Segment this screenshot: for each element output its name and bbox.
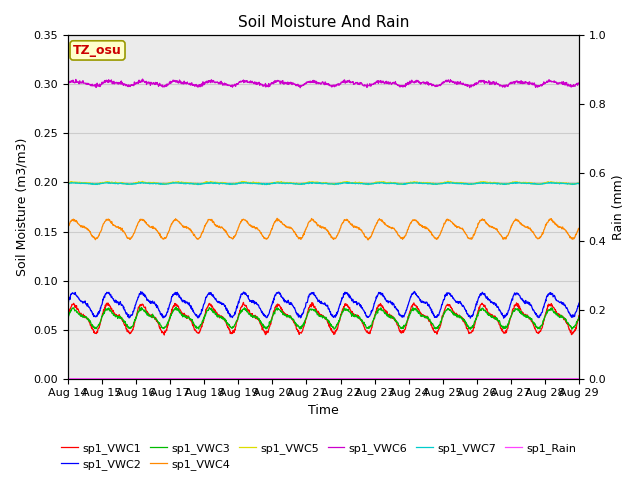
sp1_VWC2	[410, 288, 418, 294]
sp1_Rain	[165, 376, 173, 382]
sp1_VWC5	[178, 179, 186, 185]
sp1_VWC1	[166, 317, 173, 323]
sp1_VWC1	[403, 319, 411, 325]
sp1_VWC4	[575, 226, 583, 231]
sp1_VWC5	[575, 180, 583, 186]
sp1_VWC4	[273, 216, 281, 221]
sp1_VWC1	[239, 300, 247, 305]
Line: sp1_VWC6: sp1_VWC6	[68, 79, 579, 88]
sp1_VWC2	[575, 300, 583, 306]
Line: sp1_VWC5: sp1_VWC5	[68, 181, 579, 185]
sp1_VWC5	[403, 180, 411, 186]
sp1_VWC6	[575, 80, 583, 86]
sp1_VWC6	[166, 80, 173, 85]
sp1_VWC6	[178, 81, 186, 87]
sp1_VWC1	[236, 311, 243, 317]
sp1_VWC6	[139, 76, 147, 82]
Text: TZ_osu: TZ_osu	[73, 44, 122, 57]
sp1_VWC3	[165, 316, 173, 322]
sp1_VWC1	[161, 332, 168, 338]
sp1_Rain	[403, 376, 410, 382]
sp1_VWC1	[64, 312, 72, 318]
sp1_VWC5	[235, 180, 243, 185]
sp1_VWC7	[194, 182, 202, 188]
sp1_VWC5	[444, 179, 452, 184]
sp1_VWC6	[296, 85, 304, 91]
sp1_VWC3	[403, 319, 411, 325]
sp1_VWC1	[470, 325, 477, 331]
Y-axis label: Rain (mm): Rain (mm)	[612, 174, 625, 240]
sp1_VWC6	[64, 80, 72, 86]
sp1_Rain	[64, 376, 72, 382]
sp1_Rain	[515, 376, 522, 382]
sp1_VWC7	[470, 181, 477, 187]
sp1_VWC2	[178, 296, 186, 302]
sp1_VWC7	[64, 180, 72, 186]
sp1_VWC5	[470, 181, 477, 187]
sp1_VWC4	[364, 237, 372, 243]
sp1_VWC3	[515, 308, 523, 313]
sp1_VWC4	[235, 224, 243, 230]
sp1_VWC6	[403, 82, 411, 87]
sp1_VWC5	[515, 180, 523, 185]
sp1_VWC7	[403, 181, 411, 187]
sp1_VWC3	[470, 321, 477, 327]
sp1_VWC2	[64, 300, 72, 306]
sp1_VWC6	[470, 82, 477, 87]
sp1_Rain	[178, 376, 186, 382]
Title: Soil Moisture And Rain: Soil Moisture And Rain	[238, 15, 409, 30]
sp1_VWC5	[165, 180, 173, 186]
sp1_VWC2	[470, 310, 477, 315]
sp1_Rain	[235, 376, 243, 382]
Line: sp1_VWC2: sp1_VWC2	[68, 291, 579, 318]
Line: sp1_VWC7: sp1_VWC7	[68, 182, 579, 185]
sp1_VWC4	[470, 232, 477, 238]
sp1_VWC5	[64, 180, 72, 185]
sp1_VWC5	[364, 182, 372, 188]
sp1_VWC2	[165, 303, 173, 309]
sp1_VWC4	[403, 229, 411, 235]
sp1_VWC2	[515, 292, 523, 298]
sp1_VWC4	[515, 218, 523, 224]
sp1_VWC3	[467, 326, 474, 332]
sp1_VWC7	[512, 180, 520, 185]
sp1_VWC2	[235, 300, 243, 306]
sp1_VWC3	[64, 314, 72, 320]
sp1_VWC4	[178, 222, 186, 228]
sp1_VWC7	[515, 180, 523, 186]
sp1_Rain	[469, 376, 477, 382]
sp1_VWC2	[500, 315, 508, 321]
sp1_VWC4	[64, 225, 72, 230]
sp1_VWC7	[178, 180, 186, 186]
Line: sp1_VWC4: sp1_VWC4	[68, 218, 579, 240]
X-axis label: Time: Time	[308, 404, 339, 417]
sp1_VWC3	[575, 314, 583, 320]
sp1_VWC3	[178, 312, 186, 317]
sp1_VWC7	[236, 180, 243, 186]
Line: sp1_VWC3: sp1_VWC3	[68, 307, 579, 329]
sp1_VWC4	[165, 228, 173, 234]
sp1_VWC6	[236, 79, 243, 85]
sp1_VWC6	[515, 79, 523, 84]
sp1_VWC1	[575, 312, 583, 318]
sp1_VWC1	[515, 306, 523, 312]
sp1_VWC2	[403, 307, 410, 313]
sp1_VWC1	[178, 311, 186, 316]
sp1_Rain	[575, 376, 583, 382]
sp1_VWC7	[165, 181, 173, 187]
Y-axis label: Soil Moisture (m3/m3): Soil Moisture (m3/m3)	[15, 138, 28, 276]
sp1_VWC3	[172, 304, 180, 310]
Line: sp1_VWC1: sp1_VWC1	[68, 302, 579, 335]
sp1_VWC3	[236, 311, 243, 317]
Legend: sp1_VWC1, sp1_VWC2, sp1_VWC3, sp1_VWC4, sp1_VWC5, sp1_VWC6, sp1_VWC7, sp1_Rain: sp1_VWC1, sp1_VWC2, sp1_VWC3, sp1_VWC4, …	[57, 438, 581, 474]
sp1_VWC7	[575, 181, 583, 187]
